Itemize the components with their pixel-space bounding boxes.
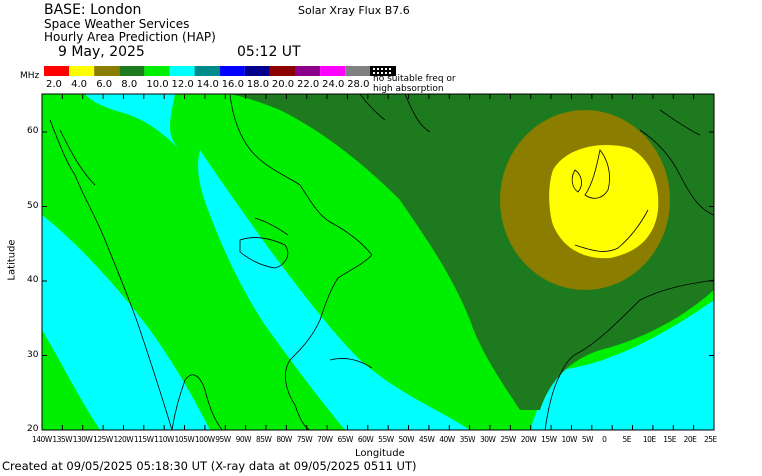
x-tick-label: 90W — [235, 435, 252, 444]
x-tick-label: 85W — [256, 435, 272, 444]
coastlines — [49, 94, 714, 430]
band-4-region — [549, 144, 659, 259]
x-tick-label: 80W — [276, 435, 292, 444]
x-tick-label: 95W — [215, 435, 231, 444]
legend-swatch — [144, 66, 170, 76]
legend-label: 18.0 — [246, 79, 270, 90]
x-tick-label: 125W — [93, 435, 113, 444]
legend-label: 12.0 — [171, 79, 194, 90]
x-tick-label: 5E — [622, 435, 632, 444]
band-12-northwest — [85, 94, 180, 150]
legend-label: 2.0 — [46, 79, 62, 90]
y-tick-marks — [42, 131, 714, 431]
xray-flux: Solar Xray Flux B7.6 — [298, 4, 410, 17]
product-name: Hourly Area Prediction (HAP) — [44, 30, 216, 44]
legend-label: 14.0 — [196, 79, 219, 90]
legend-swatch — [119, 66, 145, 76]
x-tick-label: 40W — [439, 435, 455, 444]
no-freq-label-2: high absorption — [373, 84, 444, 94]
x-tick-label: 35W — [459, 435, 476, 444]
legend-label: 6.0 — [96, 79, 113, 90]
legend-label: 24.0 — [322, 79, 345, 90]
legend-label: 22.0 — [297, 79, 320, 90]
x-tick-label: 15E — [663, 435, 677, 444]
legend-label: 16.0 — [221, 79, 244, 90]
x-tick-label: 140W — [32, 435, 52, 444]
legend-swatch — [69, 66, 95, 76]
x-axis-label: Longitude — [355, 448, 405, 459]
band-12-southwest — [42, 330, 100, 430]
x-tick-label: 50W — [398, 435, 415, 444]
created-footer: Created at 09/05/2025 05:18:30 UT (X-ray… — [2, 459, 417, 473]
x-tick-label: 75W — [296, 435, 313, 444]
x-tick-label: 45W — [418, 435, 435, 444]
x-tick-label: 70W — [317, 435, 333, 444]
legend-swatch — [269, 66, 295, 76]
legend-label: 20.0 — [271, 79, 295, 90]
x-tick-label: 55W — [378, 435, 394, 444]
x-tick-label: 5W — [581, 435, 594, 444]
band-12-south-east — [530, 300, 714, 430]
legend-swatch — [345, 66, 371, 76]
no-freq-label-1: no suitable freq or — [373, 74, 456, 84]
x-tick-label: 65W — [337, 435, 353, 444]
x-tick-label: 20W — [520, 435, 537, 444]
x-tick-label: 10W — [561, 435, 577, 444]
legend-swatch — [169, 66, 195, 76]
legend-label: 28.0 — [347, 79, 370, 90]
y-tick-label: 40 — [27, 275, 39, 285]
legend-swatch — [94, 66, 120, 76]
x-tick-label: 0 — [602, 435, 607, 444]
forecast-date: 9 May, 2025 — [58, 44, 145, 60]
x-tick-label: 30W — [480, 435, 496, 444]
org-name: Space Weather Services — [44, 17, 190, 31]
legend-swatch — [320, 66, 346, 76]
legend-label: 10.0 — [146, 79, 169, 90]
plot-frame — [41, 93, 715, 431]
base-title: BASE: London — [44, 2, 142, 18]
legend-label: 4.0 — [71, 79, 87, 90]
legend-label: 8.0 — [121, 79, 138, 90]
legend-swatch — [44, 66, 70, 76]
legend-swatch — [219, 66, 245, 76]
legend-swatch — [194, 66, 220, 76]
x-tick-label: 115W — [133, 435, 154, 444]
legend-swatch — [244, 66, 270, 76]
no-freq-swatch — [370, 66, 396, 76]
forecast-time: 05:12 UT — [237, 44, 301, 60]
x-tick-label: 25W — [500, 435, 516, 444]
band-12-west — [42, 215, 210, 430]
x-tick-label: 120W — [113, 435, 134, 444]
frequency-map — [41, 93, 715, 431]
x-tick-label: 20E — [683, 435, 697, 444]
y-tick-label: 50 — [27, 200, 39, 211]
x-tick-marks — [41, 94, 715, 430]
x-tick-label: 105W — [174, 435, 195, 444]
legend-unit: MHz — [20, 71, 40, 81]
x-tick-label: 15W — [541, 435, 557, 444]
x-tick-label: 60W — [357, 435, 374, 444]
legend-swatch — [295, 66, 321, 76]
x-tick-label: 110W — [154, 435, 174, 444]
x-tick-label: 100W — [194, 435, 215, 444]
frequency-legend — [44, 66, 371, 76]
band-12-channel — [198, 150, 470, 430]
x-tick-label: 10E — [642, 435, 656, 444]
x-tick-label: 130W — [72, 435, 93, 444]
x-tick-label: 135W — [52, 435, 73, 444]
y-tick-label: 30 — [27, 349, 39, 360]
x-tick-label: 25E — [704, 435, 717, 444]
y-tick-label: 60 — [27, 126, 39, 136]
y-axis-label: Latitude — [6, 239, 18, 281]
y-tick-label: 20 — [27, 424, 39, 434]
